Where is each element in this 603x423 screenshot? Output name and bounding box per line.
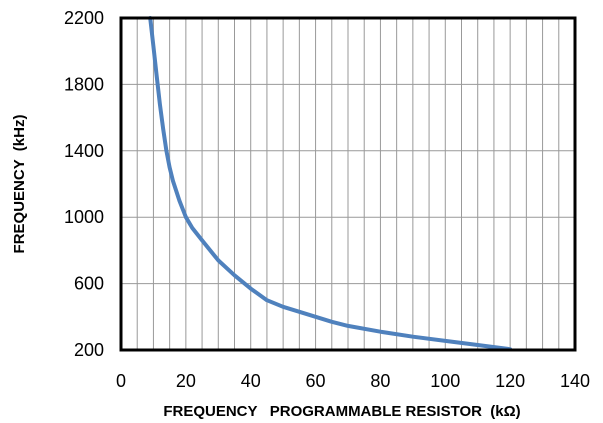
series-layer	[148, 16, 513, 352]
y-tick-label: 1400	[64, 141, 104, 161]
x-tick-label: 140	[560, 371, 590, 391]
grid	[121, 18, 575, 350]
plot-area-border	[119, 16, 577, 352]
x-tick-label: 0	[116, 371, 126, 391]
y-axis-title: FREQUENCY (kHz)	[11, 115, 28, 254]
x-tick-label: 120	[495, 371, 525, 391]
data-series-line	[148, 16, 513, 352]
x-tick-label: 20	[176, 371, 196, 391]
y-tick-label: 2200	[64, 8, 104, 28]
x-tick-label: 100	[430, 371, 460, 391]
x-tick-label: 80	[370, 371, 390, 391]
x-tick-label: 40	[241, 371, 261, 391]
x-axis-tick-labels: 0 20 40 60 80 100 120 140	[116, 371, 590, 391]
y-tick-label: 600	[74, 274, 104, 294]
x-tick-label: 60	[306, 371, 326, 391]
y-tick-label: 200	[74, 340, 104, 360]
x-axis-title: FREQUENCY PROGRAMMABLE RESISTOR (kΩ)	[163, 403, 520, 420]
y-axis-tick-labels: 200 600 1000 1400 1800 2200	[64, 8, 104, 360]
y-tick-label: 1800	[64, 74, 104, 94]
y-tick-label: 1000	[64, 207, 104, 227]
